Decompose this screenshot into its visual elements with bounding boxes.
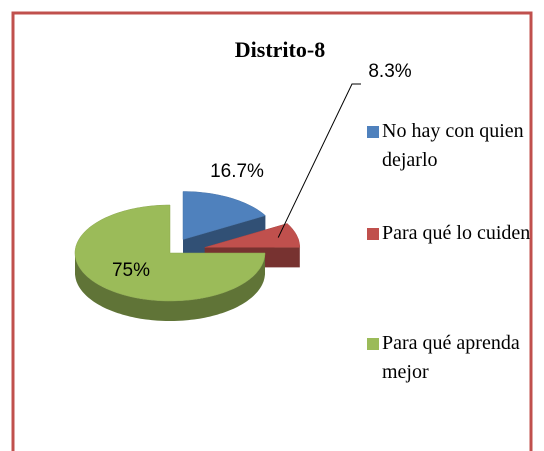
- chart-border: [11, 11, 533, 451]
- legend-swatch: [367, 338, 379, 350]
- chart-title: Distrito-8: [235, 37, 325, 62]
- slice: [204, 223, 301, 248]
- slice-wall: [183, 215, 266, 260]
- legend-swatch: [367, 126, 379, 138]
- legend-label: Para qué aprenda mejor: [382, 332, 520, 383]
- legend-label: No hay con quien dejarlo: [382, 120, 524, 171]
- legend-label: Para qué lo cuiden: [382, 222, 531, 244]
- legend-swatch: [367, 228, 379, 240]
- leader-line: [277, 83, 361, 238]
- slice-side: [75, 253, 265, 321]
- data-label: 16.7%: [210, 161, 264, 182]
- slice: [182, 191, 266, 240]
- data-label: 75%: [112, 260, 150, 281]
- slice: [74, 204, 266, 302]
- data-label: 8.3%: [368, 61, 411, 82]
